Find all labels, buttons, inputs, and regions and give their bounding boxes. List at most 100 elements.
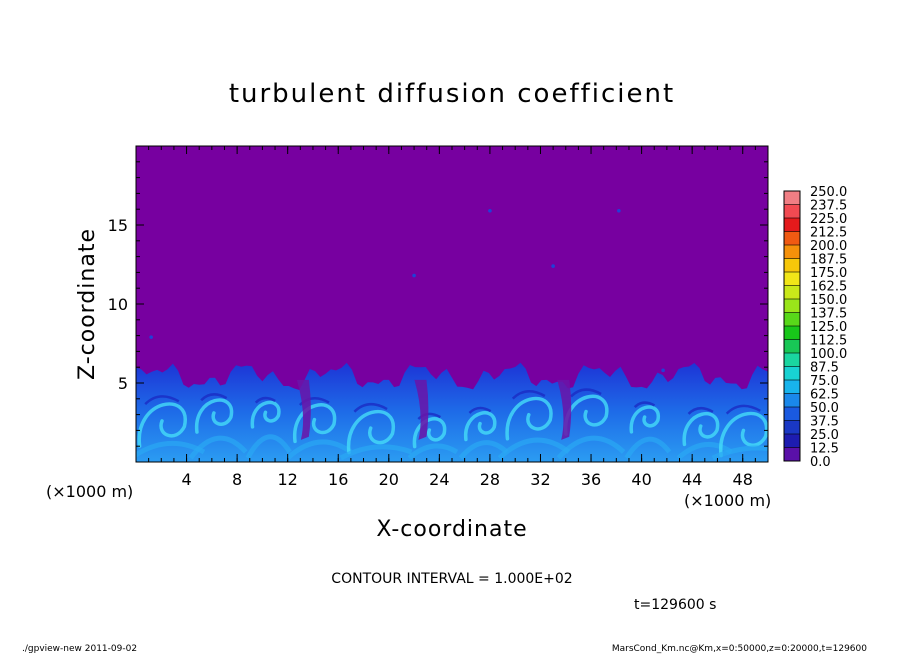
colorbar-label: 162.5 [810, 280, 847, 295]
x-tick-label: 12 [278, 470, 298, 489]
colorbar-swatch [784, 191, 800, 205]
y-tick-label: 5 [118, 374, 128, 393]
colorbar-label: 200.0 [810, 239, 847, 254]
colorbar-swatch [784, 353, 800, 367]
eddy-dark-streak [353, 403, 388, 413]
eddy-dark-streak [200, 393, 228, 402]
eddy-streak-lower [245, 434, 292, 460]
x-tick-label: 36 [581, 470, 601, 489]
colorbar-label: 187.5 [810, 253, 847, 268]
eddy-streak-lower [458, 440, 509, 460]
x-tick-label: 44 [682, 470, 702, 489]
colorbar-label: 225.0 [810, 212, 847, 227]
colorbar-label: 0.0 [810, 455, 831, 470]
eddy-streak [347, 409, 395, 455]
colorbar-label: 62.5 [810, 388, 839, 403]
stable-intrusion [296, 379, 311, 440]
isolated-patch [412, 273, 416, 278]
time-label: t=129600 s [634, 597, 716, 613]
colorbar-swatch [784, 326, 800, 340]
colorbar-swatch [784, 339, 800, 354]
colorbar-swatch [784, 407, 800, 421]
eddy-streak-lower [497, 437, 571, 460]
eddy-streak-lower [286, 439, 353, 460]
x-tick-label: 24 [429, 470, 449, 489]
footer-right: MarsCond_Km.nc@Km,x=0:50000,z=0:20000,t=… [612, 644, 867, 654]
isolated-patch [661, 368, 665, 373]
colorbar-label: 50.0 [810, 401, 839, 416]
x-units-left: (×1000 m) [46, 482, 133, 501]
colorbar-swatch [784, 204, 800, 219]
colorbar-label: 237.5 [810, 199, 847, 214]
x-tick-label: 28 [480, 470, 500, 489]
contour-interval-text: CONTOUR INTERVAL = 1.000E+02 [331, 571, 572, 587]
eddy-streak-lower [188, 435, 248, 460]
colorbar-label: 250.0 [810, 185, 847, 200]
eddy-dark-streak [468, 406, 492, 414]
colorbar-swatch [784, 285, 800, 300]
eddy-dark-streak [417, 412, 442, 420]
eddy-streak [412, 417, 447, 449]
colorbar-label: 25.0 [810, 428, 839, 443]
eddy-dark-streak [570, 388, 602, 398]
eddy-streak-lower [711, 445, 768, 461]
eddy-dark-streak [725, 404, 761, 415]
isolated-patch [551, 264, 555, 268]
colorbar-label: 87.5 [810, 361, 839, 376]
colorbar-label: 112.5 [810, 334, 847, 349]
colorbar-swatch [784, 380, 800, 394]
eddy-streak-lower [556, 435, 626, 460]
colorbar-swatch [784, 299, 800, 313]
plot-area [135, 145, 769, 463]
eddy-dark-streak [687, 407, 714, 415]
colorbar-swatch [784, 366, 800, 381]
colorbar-label: 150.0 [810, 293, 847, 308]
eddy-streak-lower [624, 436, 672, 460]
colorbar-label: 137.5 [810, 307, 847, 322]
colorbar-swatch [784, 218, 800, 232]
colorbar-swatch [784, 272, 800, 286]
stable-intrusion [557, 379, 572, 440]
isolated-patch [617, 208, 621, 213]
colorbar-swatch [784, 245, 800, 259]
eddy-streak [682, 412, 720, 447]
x-axis-ticks: 4 8 12 16 20 24 28 32 36 40 44 48 [148, 146, 756, 489]
colorbar-swatch [784, 231, 800, 246]
x-tick-label: 16 [328, 470, 348, 489]
eddy-streak [505, 396, 553, 441]
eddy-streak-lower [407, 443, 459, 460]
y-tick-label: 15 [108, 216, 128, 235]
eddy-streak [250, 400, 281, 429]
eddy-streak-lower [339, 444, 413, 461]
y-axis-ticks: 5 10 15 [108, 161, 768, 447]
y-axis-label: Z-coordinate [75, 228, 100, 380]
y-tick-label: 10 [108, 295, 128, 314]
colorbar: 250.0237.5225.0212.5200.0187.5175.0162.5… [783, 185, 847, 470]
eddy-streak-lower [676, 442, 733, 460]
eddy-dark-streak [144, 395, 180, 406]
x-tick-label: 20 [379, 470, 399, 489]
colorbar-label: 100.0 [810, 347, 847, 362]
colorbar-label: 75.0 [810, 374, 839, 389]
colorbar-label: 125.0 [810, 320, 847, 335]
colorbar-swatch [784, 258, 800, 273]
colorbar-label: 12.5 [810, 442, 839, 457]
x-tick-label: 4 [181, 470, 191, 489]
x-tick-label: 8 [232, 470, 242, 489]
eddy-streak [719, 411, 768, 458]
x-tick-label: 32 [530, 470, 550, 489]
x-units-right: (×1000 m) [684, 491, 771, 510]
eddy-streak [629, 405, 660, 434]
eddy-dark-streak [511, 390, 546, 400]
eddy-streak [293, 403, 337, 444]
footer-left: ./gpview-new 2011-09-02 [22, 644, 137, 654]
x-axis-label: X-coordinate [376, 517, 527, 542]
isolated-patch [488, 208, 492, 213]
colorbar-label: 212.5 [810, 226, 847, 241]
colorbar-swatch [784, 434, 800, 448]
turbulent-layer [136, 208, 768, 462]
x-tick-label: 48 [733, 470, 753, 489]
eddy-dark-streak [633, 401, 656, 409]
colorbar-swatch [784, 312, 800, 327]
